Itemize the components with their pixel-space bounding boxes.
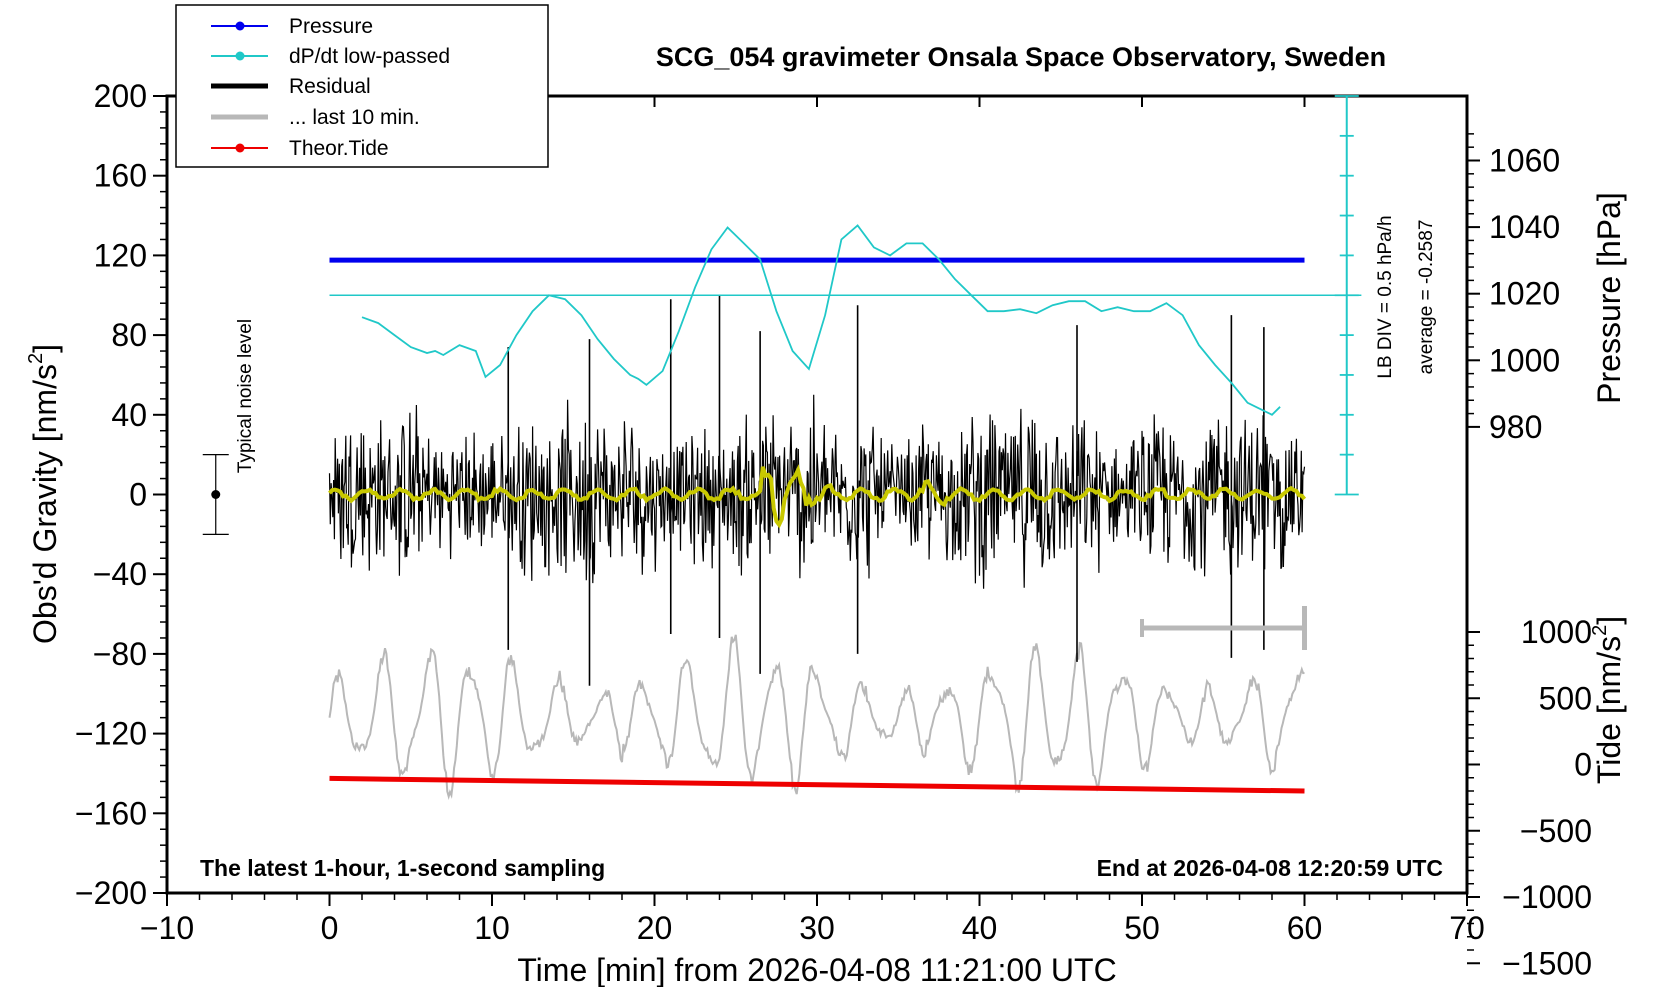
series-lowpassed-line: [328, 464, 1307, 529]
plot-series: [328, 224, 1362, 801]
tide-axis-title: Tide [nm/s2]: [1589, 616, 1627, 784]
x-tick-label: 10: [474, 910, 510, 946]
series-residual-line: [328, 394, 1306, 589]
x-axis-title: Time [min] from 2026-04-08 11:21:00 UTC: [517, 952, 1116, 987]
pressure-tick-label: 1020: [1489, 276, 1560, 312]
y-tick-label: 200: [94, 78, 147, 114]
y-tick-label: −80: [93, 636, 147, 672]
tide-tick-label: 500: [1539, 680, 1592, 716]
y-axis-title-left-main: Obs'd Gravity [nm/s: [27, 364, 63, 644]
pressure-tick-label: 1000: [1489, 342, 1560, 378]
legend-label-pressure: Pressure: [289, 15, 373, 38]
series-tide-line: [329, 775, 1305, 794]
tide-tick-label: −1500: [1502, 945, 1592, 981]
pressure-tick-label: 1060: [1489, 143, 1560, 179]
x-tick-label: 50: [1124, 910, 1160, 946]
pressure-tick-label: 980: [1489, 409, 1542, 445]
tide-tick-label: 0: [1574, 747, 1592, 783]
x-tick-label: 30: [799, 910, 835, 946]
y-axis-title-left-sup: 2: [25, 353, 47, 364]
y-axis-title-left: Obs'd Gravity [nm/s2]: [25, 344, 63, 644]
note-end-time: End at 2026-04-08 12:20:59 UTC: [1097, 855, 1443, 881]
y-tick-label: −200: [75, 875, 147, 911]
pressure-axis-title: Pressure [hPa]: [1591, 192, 1627, 404]
legend-marker-tide: [235, 143, 245, 153]
average-label: average = -0.2587: [1416, 220, 1437, 375]
y-tick-label: 40: [111, 397, 147, 433]
note-sampling: The latest 1-hour, 1-second sampling: [200, 855, 605, 881]
legend-marker-dpdt: [235, 51, 245, 61]
chart-title: SCG_054 gravimeter Onsala Space Observat…: [656, 42, 1386, 72]
legend-marker-pressure: [235, 21, 245, 31]
y-tick-label: 80: [111, 317, 147, 353]
legend-label-residual: Residual: [289, 75, 371, 98]
y-axis-title-left-end: ]: [27, 344, 63, 353]
y-tick-label: 120: [94, 237, 147, 273]
noise-level-label: Typical noise level: [235, 319, 256, 473]
x-tick-label: 20: [637, 910, 673, 946]
y-tick-label: −40: [93, 556, 147, 592]
x-tick-label: 40: [962, 910, 998, 946]
noise-bar-center: [211, 490, 221, 499]
plot-overlay: [202, 95, 1359, 650]
series-dpdt-line: [361, 224, 1281, 416]
legend-label-dpdt: dP/dt low-passed: [289, 45, 450, 68]
x-tick-label: 0: [321, 910, 339, 946]
y-tick-label: −160: [75, 795, 147, 831]
x-tick-label: 60: [1287, 910, 1323, 946]
y-tick-label: −120: [75, 716, 147, 752]
tide-tick-label: −1000: [1502, 879, 1592, 915]
axis-ticks: −10 0 10 20 30 40 50 60 7020016012080400−40−80−1…: [75, 78, 1592, 981]
pressure-tick-label: 1040: [1489, 209, 1560, 245]
lb-div-label: LB DIV = 0.5 hPa/h: [1375, 215, 1396, 378]
legend-label-tide: Theor.Tide: [289, 137, 389, 160]
tide-axis-title-main: Tide [nm/s: [1591, 636, 1627, 784]
y-tick-label: 0: [129, 477, 147, 513]
legend-label-last10: ... last 10 min.: [289, 106, 420, 129]
x-tick-label: 70: [1449, 910, 1485, 946]
series-last10-line: [328, 634, 1305, 801]
tide-axis-title-end: ]: [1591, 616, 1627, 625]
legend: Pressure dP/dt low-passed Residual ... l…: [175, 4, 549, 168]
tide-tick-label: 1000: [1521, 614, 1592, 650]
y-tick-label: 160: [94, 158, 147, 194]
tide-tick-label: −500: [1520, 813, 1592, 849]
tide-axis-title-sup: 2: [1589, 625, 1611, 636]
x-tick-label: −10: [140, 910, 194, 946]
